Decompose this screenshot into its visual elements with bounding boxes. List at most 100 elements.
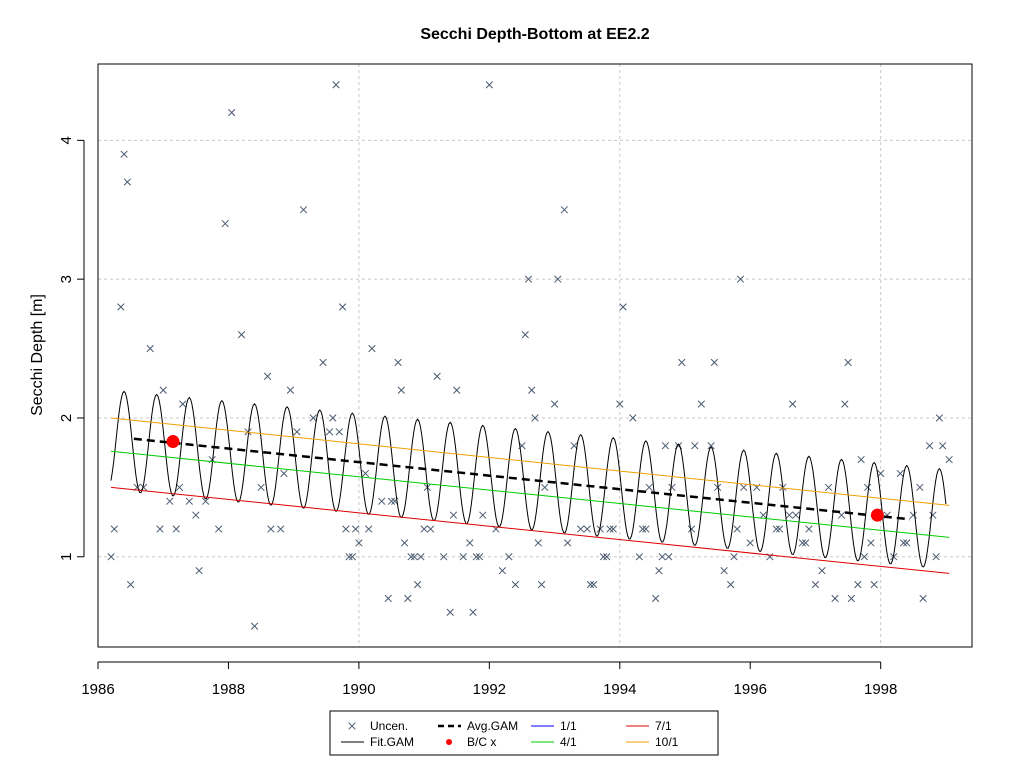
point-stroke [355,539,363,547]
point-stroke [365,525,373,533]
uncensored-point [899,539,908,547]
point-stroke [929,511,937,519]
point-stroke [237,331,246,339]
bc-marker [870,508,884,522]
uncensored-point [909,511,917,519]
point-stroke [384,594,392,603]
point-stroke [400,539,409,547]
uncensored-point [361,469,370,478]
legend-box [329,710,719,756]
uncensored-point [710,358,719,367]
point-stroke [440,553,448,561]
uncensored-point [120,150,128,158]
uncensored-point [521,331,529,339]
x-tick-label: 1998 [864,681,897,698]
plot-area [107,81,953,630]
point-stroke [863,483,872,492]
uncensored-point [603,553,611,561]
uncensored-point [420,525,428,533]
point-stroke [642,525,650,533]
uncensored-point [707,442,715,450]
uncensored-point [554,275,562,283]
x-tick-label: 1986 [81,681,114,698]
point-stroke [746,539,754,547]
point-stroke [156,525,164,533]
uncensored-point [730,553,738,561]
uncensored-point [397,386,405,394]
uncensored-point [665,553,673,561]
point-stroke [397,386,405,394]
uncensored-point [818,567,826,575]
point-stroke [534,539,542,547]
point-stroke [919,594,927,603]
point-stroke [590,580,598,589]
point-stroke [511,580,520,589]
uncensored-point [860,553,869,561]
uncensored-point [658,553,666,561]
uncensored-point [896,469,904,478]
point-stroke [713,483,722,492]
uncensored-point [107,553,115,561]
uncensored-point [563,539,572,547]
point-stroke [599,553,608,561]
uncensored-point [528,386,536,394]
point-stroke [645,483,653,492]
uncensored-point [733,525,741,533]
uncensored-point [788,400,797,408]
point-stroke [824,483,833,492]
point-stroke [172,525,180,533]
uncensored-point [201,497,210,505]
point-stroke [831,594,839,603]
point-stroke [309,414,317,422]
point-stroke [348,553,357,561]
legend-7-1-label: 7/1 [655,719,672,733]
uncensored-point [267,525,275,533]
point-stroke [638,525,647,533]
point-stroke [338,303,347,311]
uncensored-point [378,497,386,505]
bc-marker [166,435,180,449]
point-stroke [179,400,187,408]
uncensored-point [590,580,598,589]
point-stroke [329,414,337,422]
point-stroke [498,567,507,575]
point-stroke [228,108,236,117]
uncensored-point [847,594,855,603]
point-stroke [935,414,944,422]
point-stroke [276,525,285,533]
uncensored-point [537,580,546,589]
uncensored-point [466,539,474,547]
uncensored-point [384,594,392,603]
point-stroke [867,539,875,547]
trend-line-7-1 [110,486,950,574]
point-stroke [560,206,569,214]
point-stroke [404,594,412,603]
uncensored-point [577,525,585,533]
uncensored-point [479,511,487,519]
point-stroke [459,553,467,561]
point-stroke [798,539,807,547]
uncensored-point [736,275,745,283]
point-stroke [655,567,663,575]
point-stroke [570,442,578,450]
x-tick-label: 1994 [603,681,636,698]
uncensored-point [824,483,833,492]
point-stroke [123,178,132,186]
point-stroke [293,428,301,436]
uncensored-point [661,442,670,450]
uncensored-point [228,108,236,117]
uncensored-point [335,428,343,436]
point-stroke [691,442,699,450]
point-stroke [479,511,487,519]
point-stroke [117,303,125,311]
y-tick-label: 1 [58,553,75,561]
uncensored-point [524,275,533,283]
uncensored-point [919,594,927,603]
point-stroke [524,275,533,283]
uncensored-point [652,594,660,603]
point-stroke [678,358,686,367]
point-stroke [299,206,308,214]
uncensored-point [410,553,418,561]
point-stroke [945,455,953,464]
legend-uncen-symbol [348,722,356,730]
